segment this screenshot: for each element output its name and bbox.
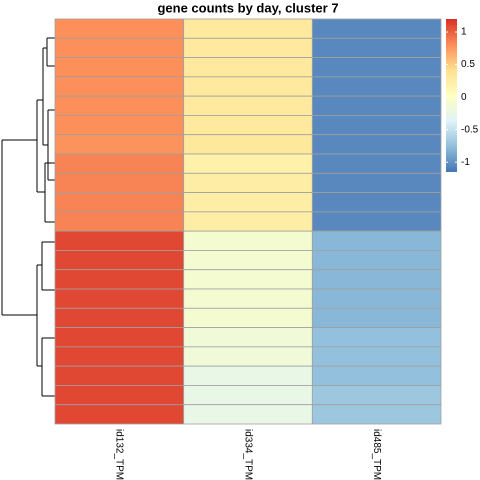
heatmap-cell [54, 192, 185, 213]
chart-title: gene counts by day, cluster 7 [157, 0, 338, 15]
heatmap-cell [311, 230, 442, 251]
heatmap-cell [183, 269, 313, 290]
heatmap-cell [311, 211, 442, 232]
heatmap-cell [183, 134, 313, 155]
heatmap-cell [183, 115, 313, 136]
heatmap-cell [183, 385, 313, 406]
heatmap-cell [311, 365, 442, 386]
heatmap-cell [54, 115, 185, 136]
heatmap-cell [311, 18, 442, 39]
heatmap-cell [183, 327, 313, 348]
colorbar-tick-label: -0.5 [461, 124, 479, 135]
colorbar-tick-label: 0 [461, 92, 467, 103]
heatmap-cell [311, 37, 442, 58]
heatmap-cell [183, 250, 313, 271]
heatmap-cell [183, 288, 313, 309]
heatmap-cell [54, 134, 185, 155]
heatmap-cell [54, 172, 185, 193]
heatmap-cell [54, 385, 185, 406]
heatmap-cell [183, 307, 313, 328]
heatmap-cell [311, 269, 442, 290]
column-label: id334_TPM [242, 429, 253, 480]
heatmap-cell [311, 346, 442, 367]
heatmap-cell [183, 404, 313, 425]
heatmap-cell [183, 37, 313, 58]
heatmap-cell [183, 192, 313, 213]
heatmap-cell [183, 211, 313, 232]
heatmap-cell [54, 269, 185, 290]
heatmap-cell [311, 76, 442, 97]
heatmap-cell [54, 346, 185, 367]
column-label: id132_TPM [114, 429, 125, 480]
heatmap-cell [54, 307, 185, 328]
heatmap-cell [311, 153, 442, 174]
heatmap-cell [183, 18, 313, 39]
colorbar-tick-label: -1 [461, 157, 470, 168]
heatmap-cell [54, 288, 185, 309]
heatmap-cell [183, 172, 313, 193]
heatmap-cell [183, 346, 313, 367]
heatmap-cell [311, 95, 442, 116]
colorbar [446, 19, 457, 172]
heatmap-cell [183, 57, 313, 78]
heatmap-cell [311, 288, 442, 309]
heatmap-cell [311, 327, 442, 348]
heatmap-cell [311, 57, 442, 78]
heatmap-cell [54, 250, 185, 271]
heatmap-cell [54, 57, 185, 78]
heatmap-cell [54, 211, 185, 232]
heatmap-cell [311, 307, 442, 328]
heatmap-cell [54, 327, 185, 348]
heatmap-cell [183, 365, 313, 386]
heatmap-cell [183, 95, 313, 116]
heatmap-cell [54, 153, 185, 174]
heatmap-cell [54, 404, 185, 425]
colorbar-tick-label: 0.5 [461, 59, 475, 70]
heatmap-cell [54, 18, 185, 39]
heatmap-cell [183, 230, 313, 251]
heatmap-cell [54, 365, 185, 386]
heatmap-cell [311, 172, 442, 193]
colorbar-tick-label: 1 [461, 27, 467, 38]
heatmap-cell [54, 95, 185, 116]
heatmap-cell [54, 230, 185, 251]
heatmap-cell [311, 385, 442, 406]
heatmap-cell [54, 37, 185, 58]
heatmap-cell [311, 404, 442, 425]
heatmap-cell [311, 192, 442, 213]
heatmap-cell [311, 115, 442, 136]
heatmap-cell [183, 153, 313, 174]
row-dendrogram [1, 37, 55, 397]
heatmap-cell [311, 250, 442, 271]
heatmap-cell [311, 134, 442, 155]
column-label: id485_TPM [371, 429, 382, 480]
heatmap-cell [54, 76, 185, 97]
heatmap-cell [183, 76, 313, 97]
